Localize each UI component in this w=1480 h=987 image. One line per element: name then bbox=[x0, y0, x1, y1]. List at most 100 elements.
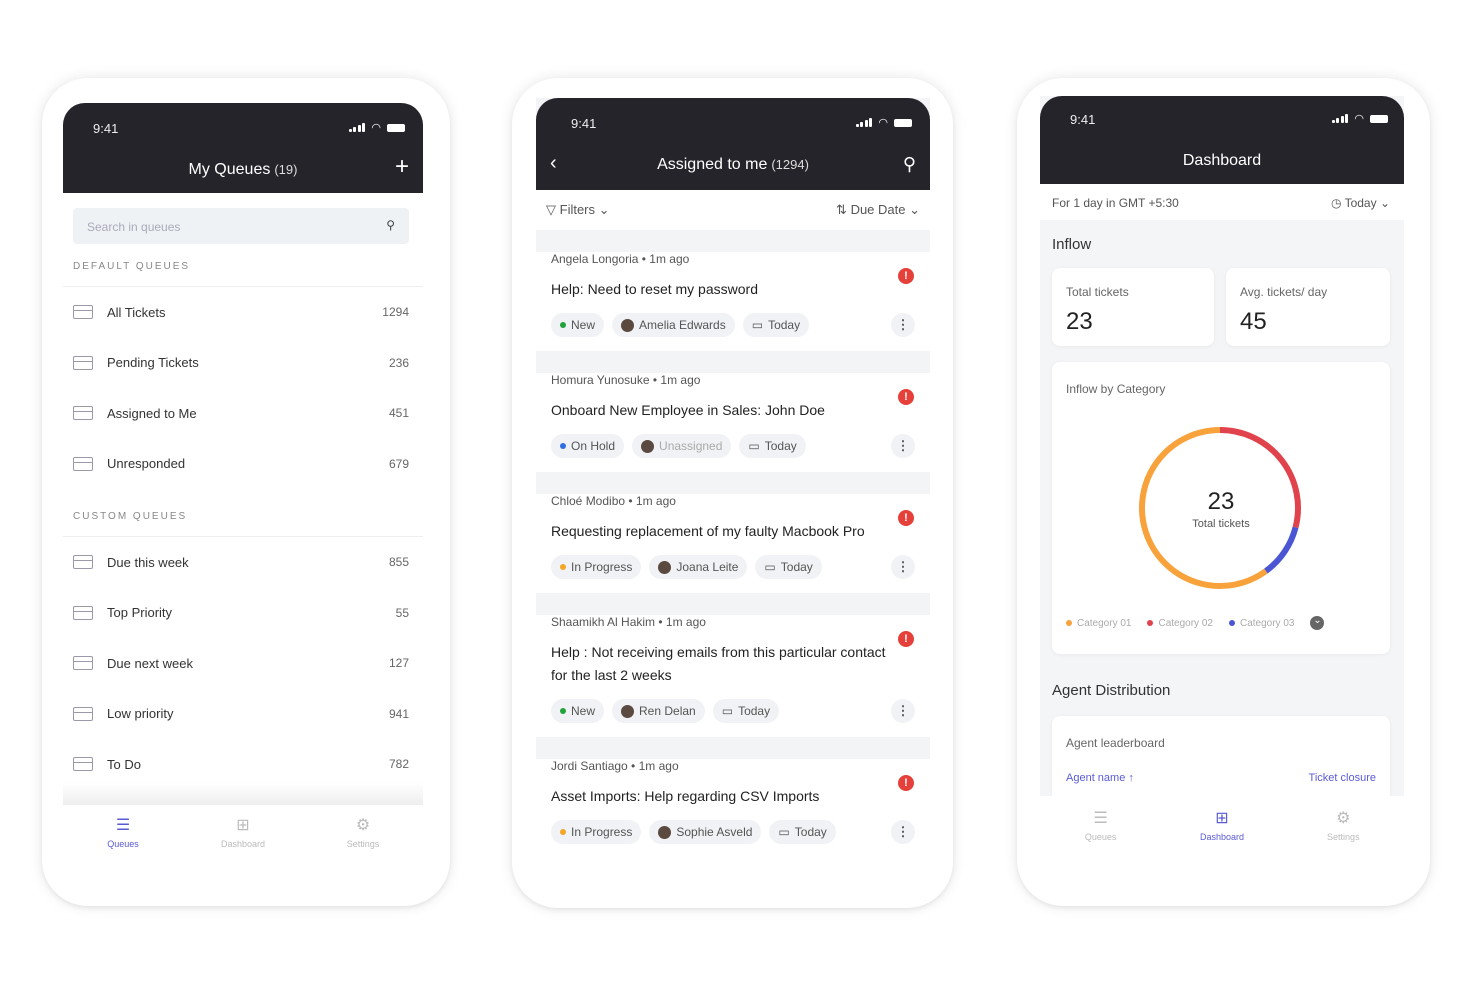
calendar-icon: ▭ bbox=[764, 560, 776, 574]
queue-item[interactable]: Due next week 127 bbox=[63, 638, 423, 688]
due-badge[interactable]: ▭ Today bbox=[755, 555, 822, 579]
due-label: Today bbox=[794, 825, 827, 839]
sort-button[interactable]: ⇅ Due Date ⌄ bbox=[836, 202, 920, 217]
ticket-card[interactable]: Homura Yunosuke • 1m ago! Onboard New Emp… bbox=[536, 373, 930, 478]
status-badge[interactable]: On Hold bbox=[551, 434, 625, 458]
ticket-time: 1m ago bbox=[635, 494, 676, 508]
tab-queues[interactable]: ☰ Queues bbox=[1061, 810, 1141, 856]
tab-dashboard[interactable]: ⊞ Dashboard bbox=[1182, 810, 1262, 856]
more-options-icon[interactable]: ⋮ bbox=[891, 313, 915, 337]
status-time: 9:41 bbox=[571, 116, 597, 131]
queue-label: Pending Tickets bbox=[107, 355, 199, 370]
queue-icon bbox=[73, 757, 93, 771]
due-badge[interactable]: ▭ Today bbox=[739, 434, 806, 458]
filters-button[interactable]: ▽ Filters ⌄ bbox=[546, 202, 610, 217]
ticket-meta: Jordi Santiago • 1m ago bbox=[551, 759, 679, 773]
tab-settings[interactable]: ⚙ Settings bbox=[323, 817, 403, 855]
assignee-label: Amelia Edwards bbox=[639, 318, 726, 332]
queue-item[interactable]: Top Priority 55 bbox=[63, 588, 423, 638]
assignee-badge[interactable]: Ren Delan bbox=[612, 699, 705, 723]
ticket-card[interactable]: Angela Longoria • 1m ago! Help: Need to r… bbox=[536, 252, 930, 357]
sort-ticket-closure[interactable]: Ticket closure bbox=[1308, 772, 1376, 784]
expand-legend-icon[interactable]: ⌄ bbox=[1310, 616, 1325, 630]
sort-agent-name[interactable]: Agent name ↑ bbox=[1066, 772, 1134, 784]
due-badge[interactable]: ▭ Today bbox=[742, 313, 810, 337]
more-options-icon[interactable]: ⋮ bbox=[891, 699, 915, 723]
status-badge[interactable]: New bbox=[551, 699, 605, 723]
back-icon[interactable]: ‹ bbox=[550, 152, 557, 174]
dashboard-icon: ⊞ bbox=[1215, 810, 1229, 827]
queue-icon bbox=[73, 456, 93, 471]
avatar bbox=[658, 560, 672, 574]
ticket-meta: Shaamikh Al Hakim • 1m ago bbox=[551, 615, 706, 629]
plus-icon[interactable]: + bbox=[394, 153, 409, 180]
assignee-badge[interactable]: Sophie Asveld bbox=[649, 820, 762, 844]
ticket-card[interactable]: Jordi Santiago • 1m ago! Asset Imports: H… bbox=[536, 759, 930, 858]
queue-count: 855 bbox=[388, 555, 409, 569]
ticket-subject: Asset Imports: Help regarding CSV Import… bbox=[551, 788, 820, 804]
requester-name: Chloé Modibo bbox=[551, 494, 626, 508]
assigned-header: 9:41 ◠ ‹ Assigned to me (1294) ⚲ bbox=[536, 98, 930, 190]
status-badge[interactable]: New bbox=[551, 313, 605, 337]
queue-item[interactable]: Low priority 941 bbox=[63, 689, 423, 739]
status-badge[interactable]: In Progress bbox=[551, 820, 642, 844]
legend-label: Category 02 bbox=[1158, 617, 1213, 629]
queue-item[interactable]: Due this week 855 bbox=[63, 537, 423, 587]
queue-count: 1294 bbox=[382, 305, 409, 319]
status-dot bbox=[560, 322, 566, 328]
queue-item[interactable]: Unresponded 679 bbox=[63, 439, 423, 489]
more-options-icon[interactable]: ⋮ bbox=[891, 434, 915, 458]
queue-icon bbox=[73, 305, 93, 319]
tab-settings[interactable]: ⚙ Settings bbox=[1303, 810, 1383, 856]
wifi-icon: ◠ bbox=[371, 122, 381, 134]
legend-dot bbox=[1228, 620, 1235, 626]
queue-item[interactable]: Pending Tickets 236 bbox=[63, 338, 423, 388]
ticket-card[interactable]: Shaamikh Al Hakim • 1m ago! Help : Not re… bbox=[536, 615, 930, 743]
range-label: For 1 day in GMT +5:30 bbox=[1052, 196, 1179, 210]
legend-label: Category 01 bbox=[1077, 617, 1132, 629]
due-badge[interactable]: ▭ Today bbox=[712, 699, 780, 723]
legend-item: Category 03 bbox=[1228, 617, 1295, 629]
priority-alert-icon: ! bbox=[898, 631, 914, 647]
calendar-icon: ▭ bbox=[748, 439, 760, 453]
due-label: Today bbox=[780, 560, 813, 574]
tab-dashboard[interactable]: ⊞ Dashboard bbox=[203, 817, 283, 855]
more-options-icon[interactable]: ⋮ bbox=[891, 820, 915, 844]
queue-item[interactable]: Assigned to Me 451 bbox=[63, 388, 423, 438]
ticket-card[interactable]: Chloé Modibo • 1m ago! Requesting replace… bbox=[536, 494, 930, 599]
status-badge[interactable]: In Progress bbox=[551, 555, 642, 579]
clock-icon: ◷ bbox=[1330, 196, 1342, 210]
calendar-icon: ▭ bbox=[751, 318, 764, 332]
assignee-badge[interactable]: Joana Leite bbox=[649, 555, 748, 579]
period-dropdown[interactable]: ◷ Today ⌄ bbox=[1330, 196, 1390, 210]
assignee-badge[interactable]: Amelia Edwards bbox=[612, 313, 735, 337]
requester-name: Shaamikh Al Hakim bbox=[551, 615, 656, 629]
dashboard-header: 9:41 ◠ Dashboard bbox=[1040, 96, 1404, 184]
phone-dashboard: 9:41 ◠ Dashboard For 1 day in GMT +5:30 … bbox=[1017, 78, 1430, 906]
status-icons: ◠ bbox=[855, 116, 912, 129]
queue-icon bbox=[73, 656, 93, 670]
legend-label: Category 03 bbox=[1239, 617, 1295, 629]
queue-icon bbox=[73, 406, 93, 420]
status-dot bbox=[560, 708, 566, 714]
signal-icon bbox=[348, 123, 366, 132]
assignee-badge[interactable]: Unassigned bbox=[632, 434, 732, 458]
due-badge[interactable]: ▭ Today bbox=[769, 820, 836, 844]
calendar-icon: ▭ bbox=[778, 825, 790, 839]
search-input[interactable]: Search in queues ⚲ bbox=[73, 208, 409, 244]
queue-item[interactable]: To Do 782 bbox=[63, 739, 423, 789]
more-options-icon[interactable]: ⋮ bbox=[891, 555, 915, 579]
queue-item[interactable]: All Tickets 1294 bbox=[63, 287, 423, 337]
queue-count: 127 bbox=[388, 656, 409, 670]
settings-icon: ⚙ bbox=[355, 817, 371, 834]
settings-icon: ⚙ bbox=[1336, 810, 1351, 827]
avg-tickets-card: Avg. tickets/ day 45 bbox=[1226, 268, 1390, 346]
donut-value: 23 bbox=[1207, 488, 1235, 515]
total-tickets-card: Total tickets 23 bbox=[1052, 268, 1214, 346]
queues-icon: ☰ bbox=[115, 817, 131, 834]
status-label: New bbox=[571, 318, 596, 332]
search-icon: ⚲ bbox=[386, 218, 395, 232]
status-label: New bbox=[571, 704, 596, 718]
search-icon[interactable]: ⚲ bbox=[902, 154, 916, 174]
tab-queues[interactable]: ☰ Queues bbox=[83, 817, 163, 855]
